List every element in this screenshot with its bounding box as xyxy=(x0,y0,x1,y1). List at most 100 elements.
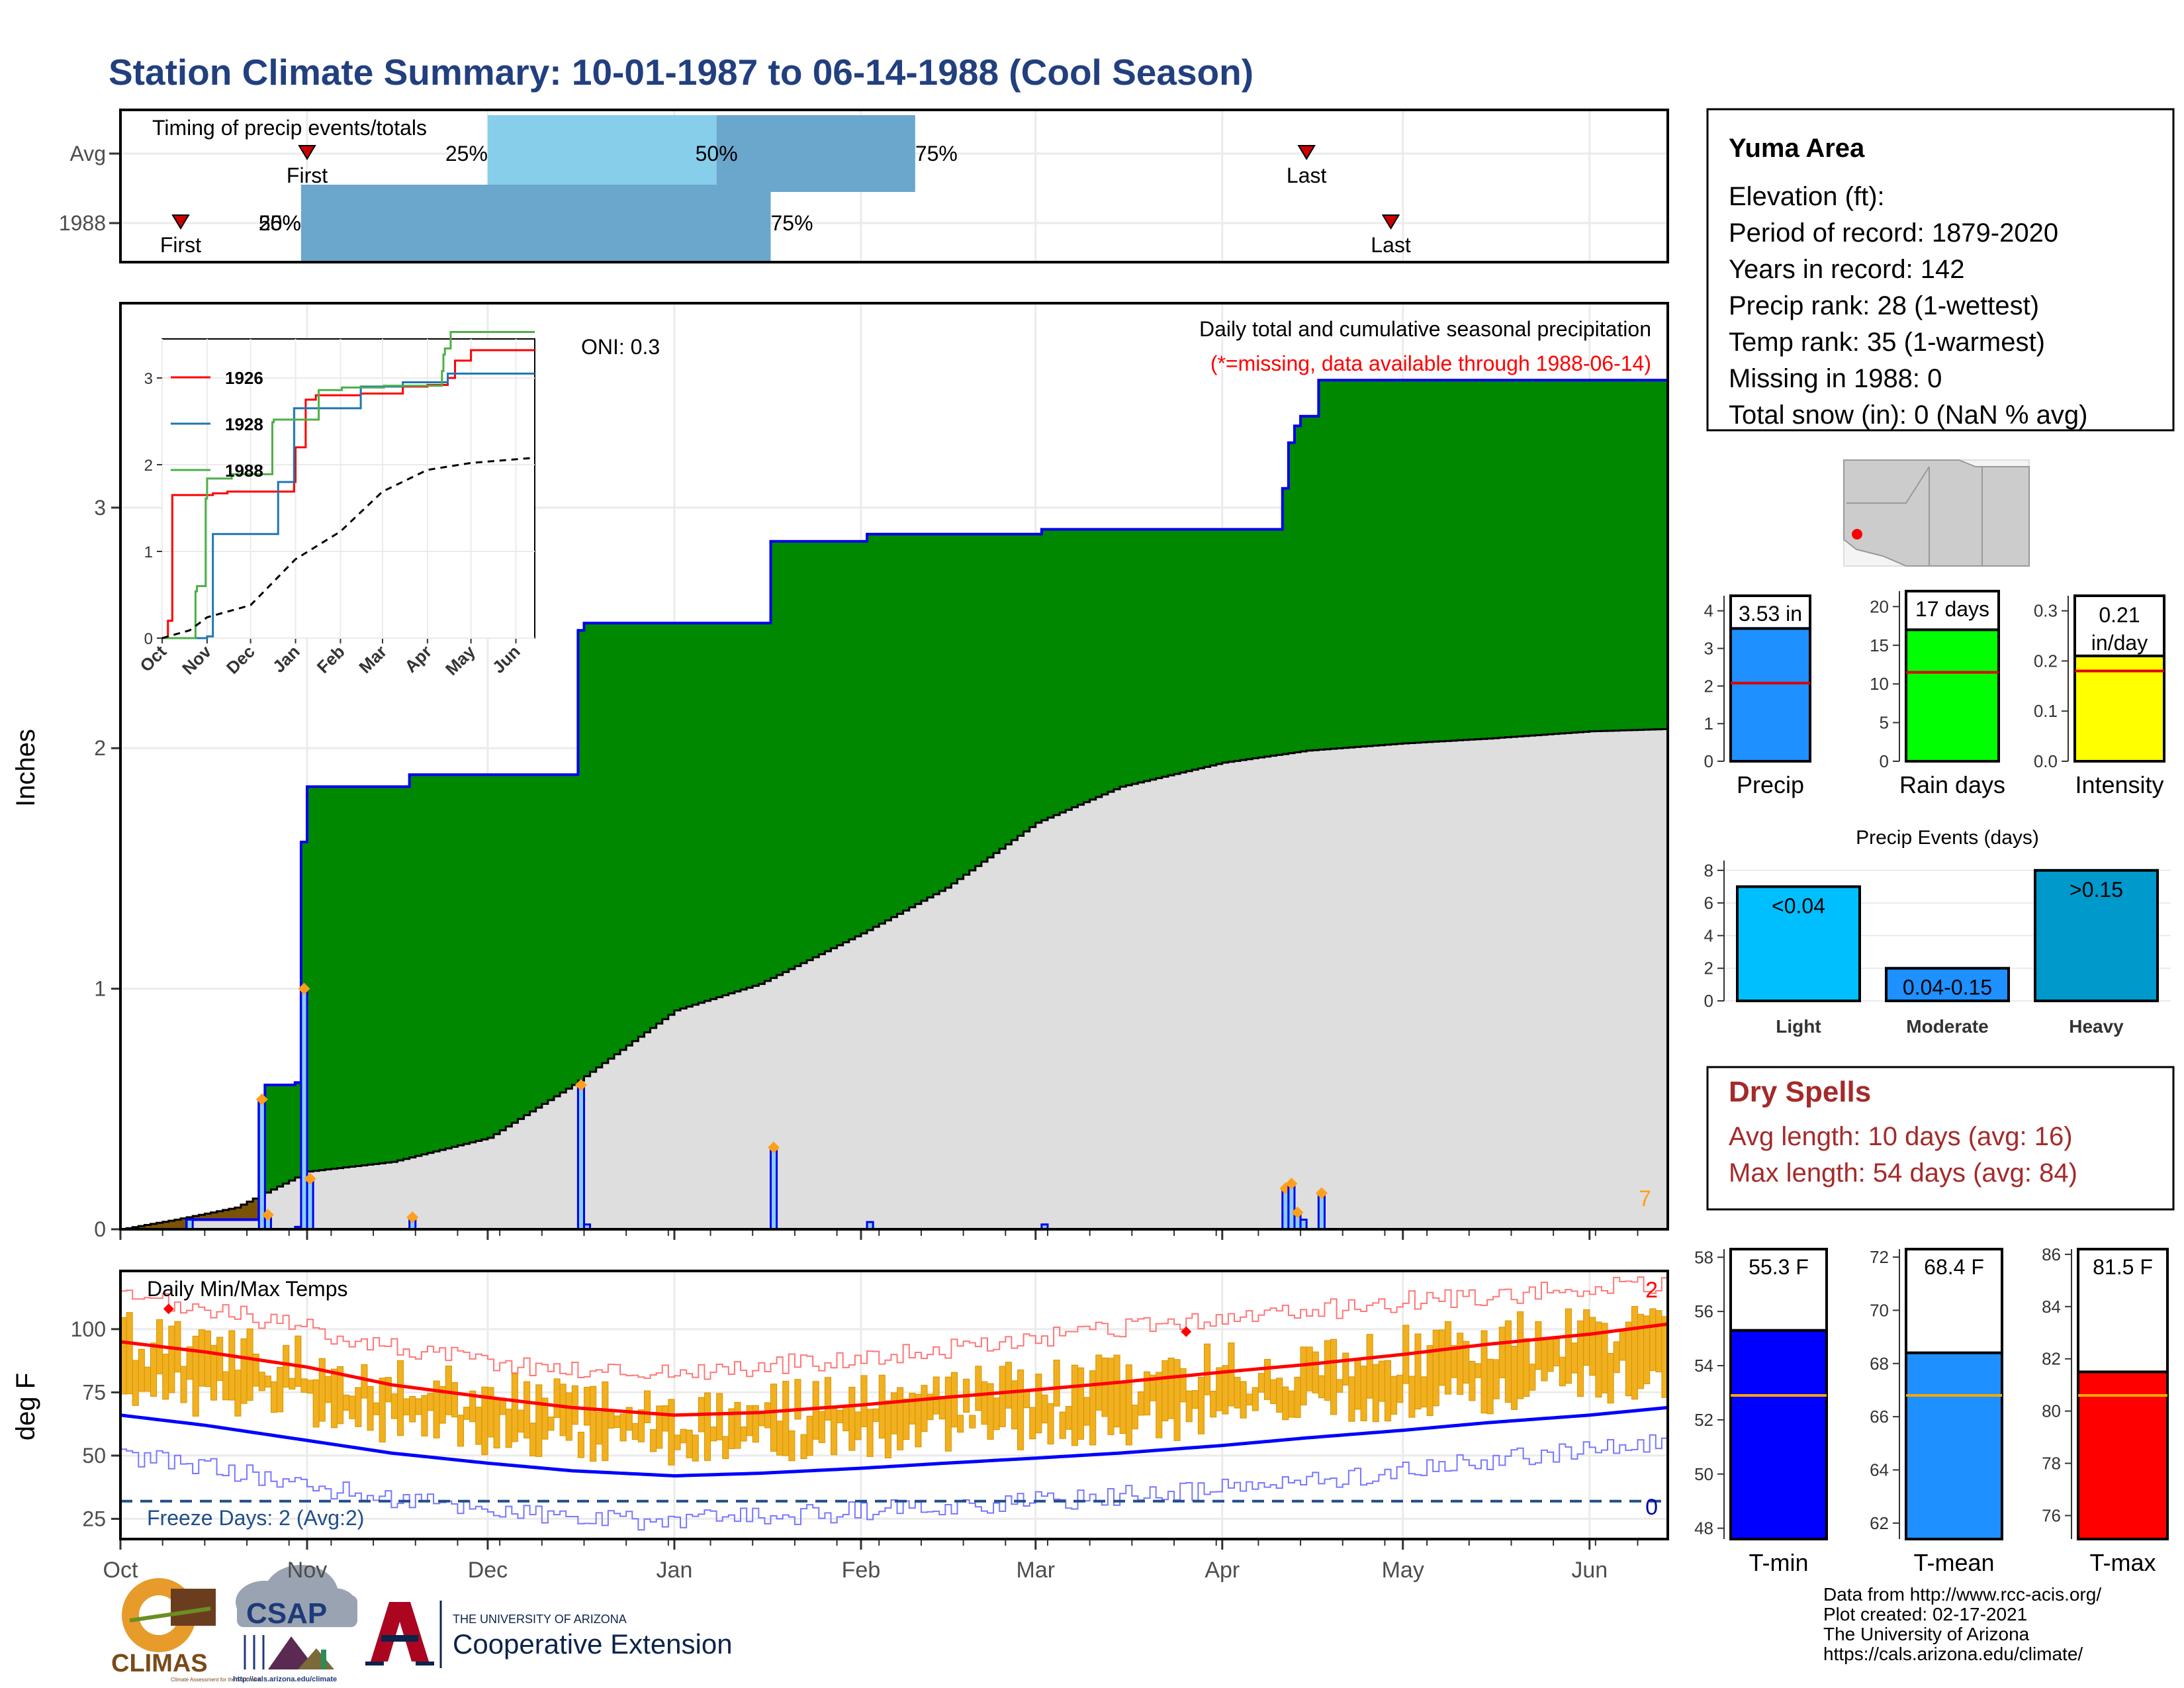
events-y-tick-label: 8 xyxy=(1704,861,1713,880)
daily-temp-bar xyxy=(324,1376,332,1403)
daily-temp-bar xyxy=(1625,1321,1632,1397)
month-axis-label: Nov xyxy=(287,1558,327,1583)
main-y-tick-label: 0 xyxy=(94,1217,106,1241)
daily-temp-bar xyxy=(1510,1346,1518,1410)
daily-temp-bar xyxy=(1342,1352,1349,1386)
daily-temp-bar xyxy=(1547,1338,1554,1372)
timing-pct-label: 75% xyxy=(915,142,958,165)
summary-intensity-y-tick-label: 0.3 xyxy=(2034,601,2058,621)
summary-precip-category-label: Precip xyxy=(1737,771,1804,798)
daily-temp-bar xyxy=(204,1330,211,1387)
daily-temp-bar xyxy=(396,1360,404,1436)
daily-temp-bar xyxy=(897,1387,904,1450)
temp-summary-t-mean-category-label: T-mean xyxy=(1913,1549,1994,1576)
daily-temp-bar xyxy=(180,1366,187,1403)
daily-temp-bar xyxy=(216,1336,224,1382)
daily-temp-bar xyxy=(487,1387,494,1438)
temp-summary-t-min-y-tick-label: 52 xyxy=(1694,1410,1713,1430)
daily-temp-bar xyxy=(1631,1306,1639,1400)
summary-precip-y-tick-label: 4 xyxy=(1704,601,1713,621)
daily-precip-bar xyxy=(576,1084,585,1231)
page-title: Station Climate Summary: 10-01-1987 to 0… xyxy=(109,52,1253,93)
daily-temp-bar xyxy=(1107,1358,1115,1435)
daily-temp-bar xyxy=(1649,1308,1657,1371)
daily-temp-bar xyxy=(1366,1334,1373,1399)
temp-summary-t-max-y-tick-label: 80 xyxy=(2042,1401,2061,1421)
daily-temp-bar xyxy=(162,1354,169,1400)
daily-temp-bar xyxy=(1035,1374,1042,1434)
timing-last-marker xyxy=(1297,145,1316,160)
daily-temp-bar xyxy=(1583,1309,1590,1366)
daily-temp-bar xyxy=(1131,1405,1138,1430)
record-high-marker xyxy=(163,1303,174,1315)
temp-summary-t-max-category-label: T-max xyxy=(2089,1549,2156,1576)
month-axis-label: Feb xyxy=(842,1558,881,1583)
daily-temp-bar xyxy=(602,1381,609,1462)
timing-last-marker-label: Last xyxy=(1371,233,1411,257)
month-axis-label: Jun xyxy=(1571,1558,1608,1583)
daily-temp-bar xyxy=(415,1398,422,1415)
events-chart-title: Precip Events (days) xyxy=(1856,827,2039,849)
daily-temp-bar xyxy=(770,1383,778,1452)
timing-first-marker xyxy=(171,214,190,230)
university-of-arizona-logo: THE UNIVERSITY OF ARIZONA Cooperative Ex… xyxy=(365,1601,733,1668)
temp-summary-t-min-category-label: T-min xyxy=(1749,1549,1809,1576)
daily-precip-bar xyxy=(770,1146,778,1231)
daily-temp-bar xyxy=(1475,1363,1482,1378)
station-location-marker xyxy=(1852,529,1862,539)
inset-y-tick-label: 3 xyxy=(144,370,153,388)
daily-temp-bar xyxy=(289,1378,296,1390)
daily-temp-bar xyxy=(1240,1381,1247,1419)
temps-panel-title: Daily Min/Max Temps xyxy=(147,1277,347,1301)
footer-line: Plot created: 02-17-2021 xyxy=(1823,1604,2027,1624)
daily-temp-bar xyxy=(590,1385,597,1462)
daily-temp-bar xyxy=(246,1328,253,1401)
station-info-box: Yuma Area Elevation (ft): Period of recor… xyxy=(1706,108,2175,432)
timing-panel-title: Timing of precip events/totals xyxy=(152,116,427,140)
daily-temp-bar xyxy=(1251,1387,1259,1411)
daily-temp-bar xyxy=(848,1387,856,1451)
events-bar-label: 0.04-0.15 xyxy=(1903,976,1992,1000)
temps-y-tick-label: 75 xyxy=(82,1380,106,1404)
corner-value: 7 xyxy=(1639,1186,1651,1211)
daily-temp-bar xyxy=(740,1426,747,1442)
daily-temp-bar xyxy=(1336,1379,1343,1393)
timing-bar-q2 xyxy=(300,185,771,261)
precip-events-chart: Precip Events (days) 0 2 4 6 8 <0.04 Light 0.04-… xyxy=(1704,827,2171,1037)
daily-temp-bar xyxy=(1119,1380,1126,1434)
precip-summary-bars: 3.53 in 0 1 2 3 4 Precip 17 days 0 5 10 15 20 Rain da… xyxy=(1704,590,2165,798)
daily-temp-bar xyxy=(1065,1406,1072,1430)
events-y-tick-label: 0 xyxy=(1704,991,1713,1011)
temp-summary-t-max-value-label: 81.5 F xyxy=(2093,1255,2153,1279)
daily-temp-bar xyxy=(373,1402,380,1415)
daily-temp-bar xyxy=(1559,1356,1566,1387)
temp-summary-t-max-y-tick-label: 78 xyxy=(2042,1454,2061,1474)
daily-temp-bar xyxy=(559,1383,567,1436)
ua-logo-small-text: THE UNIVERSITY OF ARIZONA xyxy=(453,1613,627,1626)
summary-intensity-category-label: Intensity xyxy=(2075,771,2163,798)
station-info-line: Years in record: 142 xyxy=(1729,255,1965,284)
daily-precip-marker xyxy=(1315,1187,1328,1199)
daily-temp-bar xyxy=(999,1366,1006,1427)
daily-temp-bar xyxy=(1535,1321,1542,1370)
daily-temp-bar xyxy=(734,1401,741,1449)
temp-summary-t-mean-y-tick-label: 66 xyxy=(1870,1407,1889,1427)
daily-temp-bar xyxy=(258,1372,265,1391)
daily-temp-bar xyxy=(1204,1343,1211,1395)
events-y-tick-label: 4 xyxy=(1704,925,1713,945)
daily-temp-bar xyxy=(830,1408,838,1456)
daily-temp-bar xyxy=(1414,1333,1422,1410)
daily-temp-bar xyxy=(1257,1373,1265,1393)
daily-temp-bar xyxy=(493,1399,500,1448)
temp-summary-t-max-y-tick-label: 86 xyxy=(2042,1244,2061,1264)
daily-temp-bar xyxy=(722,1436,729,1460)
temps-panel-border xyxy=(119,1270,1669,1540)
dry-spells-box: Dry Spells Avg length: 10 days (avg: 16)… xyxy=(1706,1066,2175,1211)
daily-precip-marker xyxy=(1285,1177,1298,1190)
daily-temp-bar xyxy=(270,1381,278,1413)
daily-temp-bar xyxy=(884,1400,891,1458)
daily-temp-bar xyxy=(944,1376,952,1452)
